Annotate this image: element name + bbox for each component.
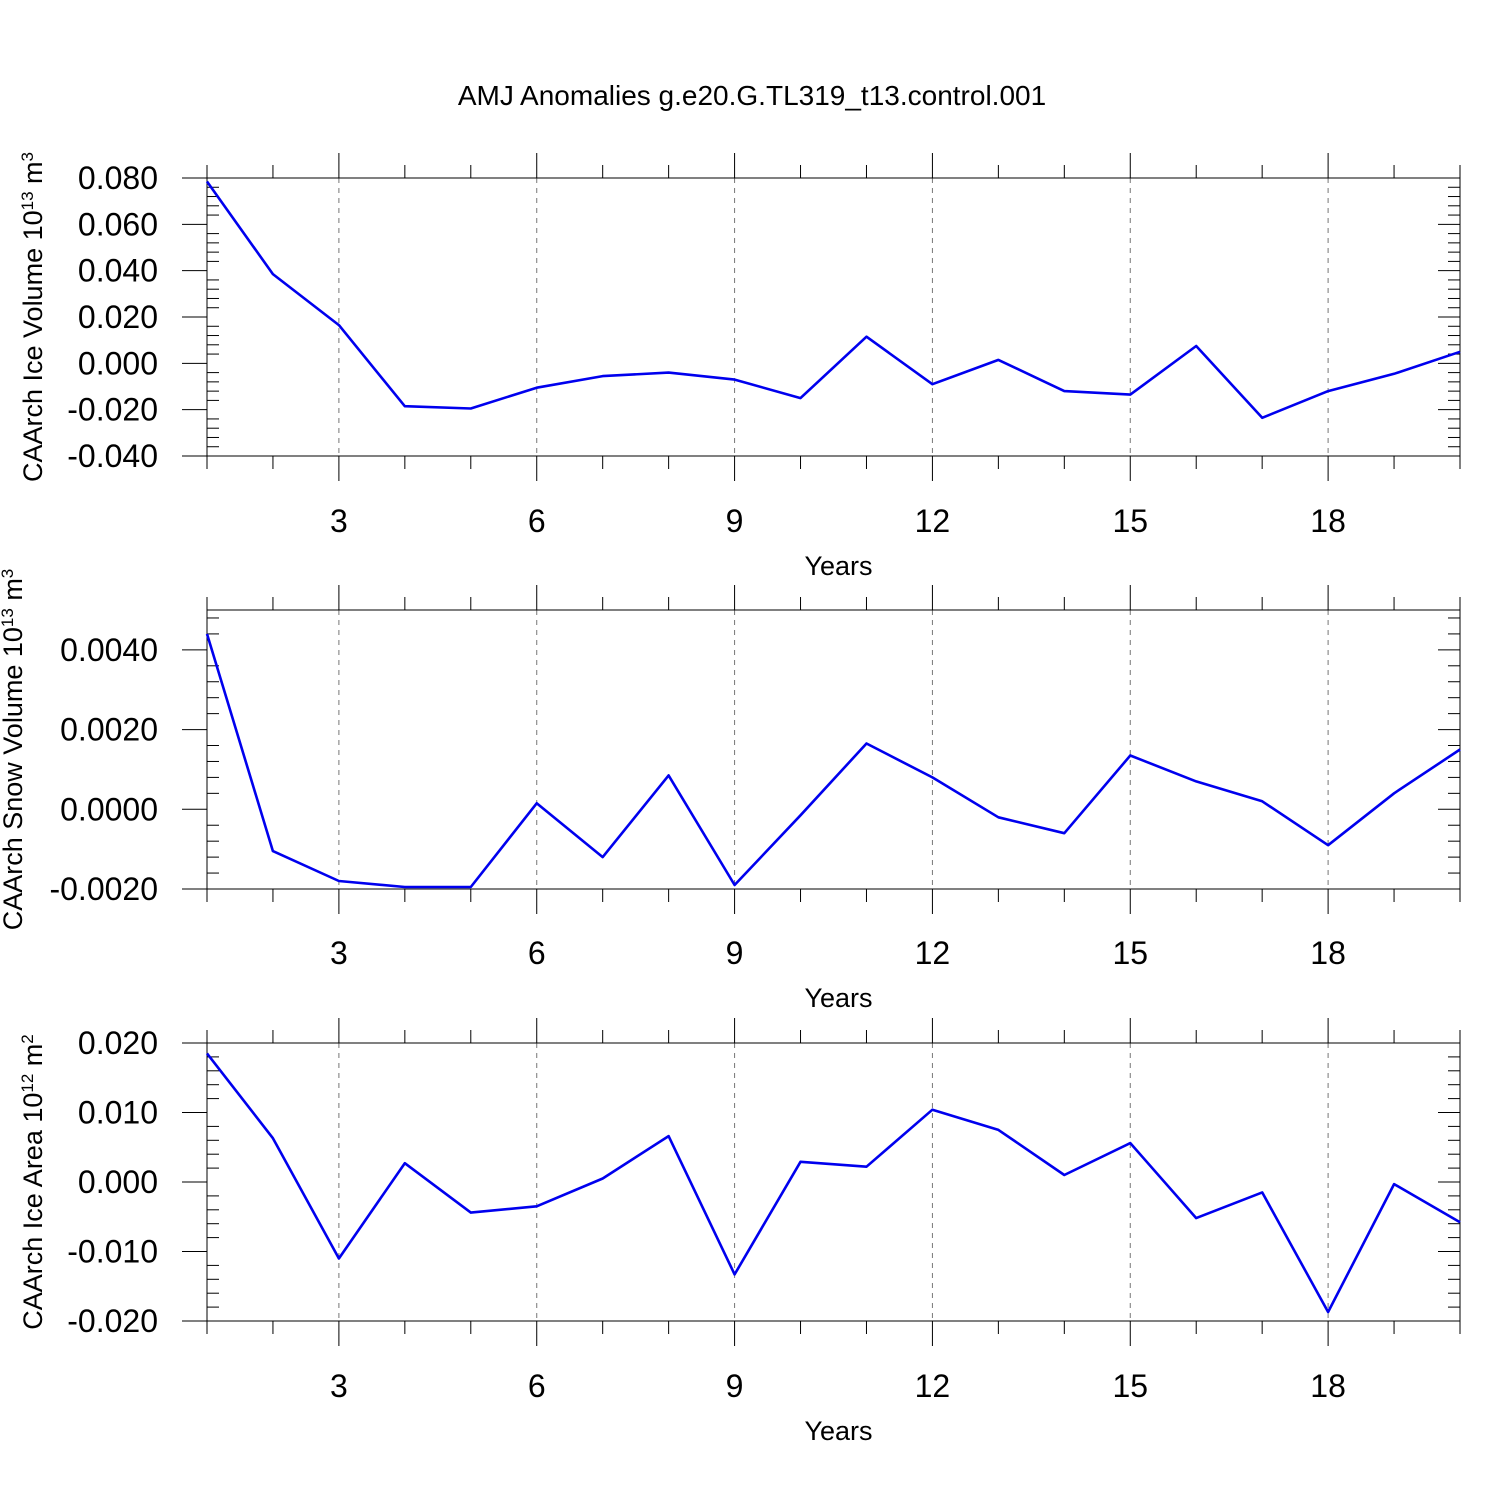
y-tick-label: 0.0020 bbox=[60, 712, 158, 748]
x-tick-label: 3 bbox=[330, 935, 348, 971]
y-tick-label: 0.0000 bbox=[60, 791, 158, 827]
panel-1: -0.040 -0.020 0.000 0.020 0.040 0.060 0.080 3 6 9… bbox=[18, 152, 1461, 581]
x-tick-label: 6 bbox=[528, 1368, 546, 1404]
x-tick-label: 18 bbox=[1310, 935, 1346, 971]
panel-3: -0.020 -0.010 0.000 0.010 0.020 3 6 9 12 15 18 Year… bbox=[18, 1018, 1461, 1446]
y-tick-label: 0.040 bbox=[78, 253, 158, 289]
y-tick-label: -0.020 bbox=[67, 392, 158, 428]
x-tick-label: 9 bbox=[726, 935, 744, 971]
x-tick-label: 3 bbox=[330, 503, 348, 539]
y-axis-label: CAArch Snow Volume 1013 m3 bbox=[0, 569, 28, 931]
y-tick-label: -0.0020 bbox=[49, 871, 158, 907]
series-line bbox=[205, 1052, 1461, 1314]
y-tick-label: 0.000 bbox=[78, 345, 158, 381]
y-tick-label: 0.000 bbox=[78, 1164, 158, 1200]
x-tick-label: 12 bbox=[915, 935, 951, 971]
chart-title: AMJ Anomalies g.e20.G.TL319_t13.control.… bbox=[458, 80, 1046, 111]
y-axis-label: CAArch Ice Area 1012 m2 bbox=[18, 1034, 49, 1330]
x-tick-label: 6 bbox=[528, 503, 546, 539]
x-tick-label: 18 bbox=[1310, 1368, 1346, 1404]
x-tick-label: 15 bbox=[1112, 503, 1148, 539]
x-tick-label: 18 bbox=[1310, 503, 1346, 539]
x-tick-label: 6 bbox=[528, 935, 546, 971]
y-tick-label: 0.080 bbox=[78, 160, 158, 196]
y-tick-label: 0.020 bbox=[78, 1025, 158, 1061]
x-tick-label: 9 bbox=[726, 503, 744, 539]
y-tick-label: 0.010 bbox=[78, 1095, 158, 1131]
panel-2: -0.0020 0.0000 0.0020 0.0040 3 6 9 12 15 18 Years C… bbox=[0, 569, 1461, 1013]
x-tick-label: 12 bbox=[915, 503, 951, 539]
x-tick-label: 3 bbox=[330, 1368, 348, 1404]
y-tick-label: 0.0040 bbox=[60, 632, 158, 668]
x-tick-label: 9 bbox=[726, 1368, 744, 1404]
x-axis-label: Years bbox=[804, 1416, 872, 1446]
y-tick-label: 0.060 bbox=[78, 206, 158, 242]
x-tick-label: 12 bbox=[915, 1368, 951, 1404]
series-line bbox=[205, 180, 1461, 420]
plot-frame bbox=[206, 1042, 1461, 1322]
series-line bbox=[205, 633, 1461, 889]
y-tick-label: -0.010 bbox=[67, 1234, 158, 1270]
y-axis-label: CAArch Ice Volume 1013 m3 bbox=[18, 152, 49, 482]
y-tick-label: -0.040 bbox=[67, 438, 158, 474]
x-tick-label: 15 bbox=[1112, 1368, 1148, 1404]
x-axis-label: Years bbox=[804, 983, 872, 1013]
y-tick-label: 0.020 bbox=[78, 299, 158, 335]
x-axis-label: Years bbox=[804, 551, 872, 581]
plot-frame bbox=[206, 609, 1461, 890]
y-tick-label: -0.020 bbox=[67, 1303, 158, 1339]
x-tick-label: 15 bbox=[1112, 935, 1148, 971]
